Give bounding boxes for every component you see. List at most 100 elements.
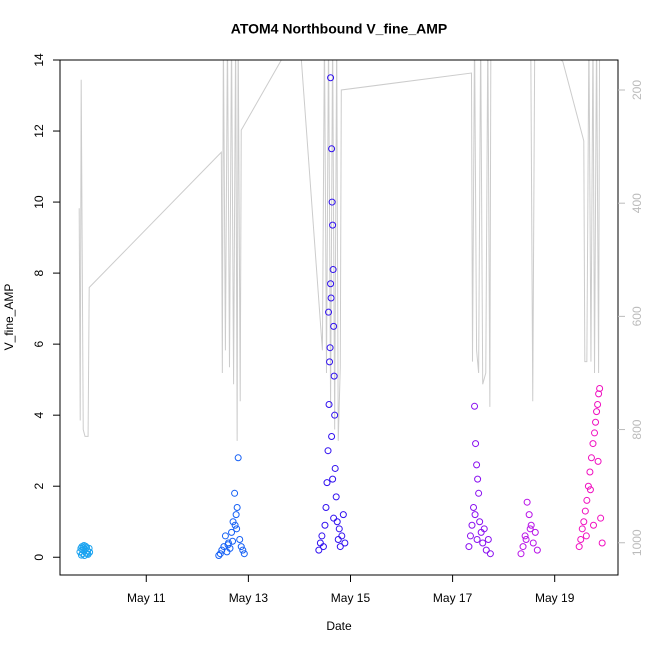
point <box>330 514 338 522</box>
point <box>589 440 597 448</box>
point <box>329 266 337 274</box>
point <box>523 498 531 506</box>
point <box>525 511 533 519</box>
point <box>533 546 541 554</box>
point <box>326 344 334 352</box>
point <box>330 322 338 330</box>
point <box>580 518 588 526</box>
point <box>479 539 487 547</box>
point <box>220 543 228 551</box>
point <box>224 541 232 549</box>
point <box>471 402 479 410</box>
point <box>575 543 583 551</box>
point <box>473 535 481 543</box>
point <box>233 504 241 512</box>
point <box>519 543 527 551</box>
point <box>581 507 589 515</box>
point <box>228 528 236 536</box>
x-tick-label: May 11 <box>127 591 166 605</box>
point <box>474 475 482 483</box>
point <box>593 408 601 416</box>
point <box>592 418 600 426</box>
point <box>471 511 479 519</box>
point <box>315 546 323 554</box>
point <box>521 532 529 540</box>
point <box>325 308 333 316</box>
point <box>240 550 248 558</box>
point <box>327 280 335 288</box>
point <box>595 390 603 398</box>
point <box>232 511 240 519</box>
point <box>482 546 490 554</box>
point <box>237 543 245 551</box>
point <box>321 521 329 529</box>
y2-tick-label: 400 <box>630 193 644 213</box>
point <box>577 535 585 543</box>
point <box>341 539 349 547</box>
y-tick-label: 2 <box>32 483 46 490</box>
point <box>336 543 344 551</box>
point <box>486 550 494 558</box>
point <box>527 521 535 529</box>
point <box>338 532 346 540</box>
point <box>229 518 237 526</box>
point <box>529 539 537 547</box>
plot-frame <box>59 59 619 576</box>
point <box>216 550 224 558</box>
x-tick-label: May 17 <box>433 591 473 605</box>
point <box>598 539 606 547</box>
point <box>591 429 599 437</box>
point <box>473 461 481 469</box>
point <box>229 537 237 545</box>
point <box>594 401 602 409</box>
point <box>324 447 332 455</box>
x-tick-label: May 13 <box>229 591 269 605</box>
point <box>475 489 483 497</box>
point <box>322 504 330 512</box>
point <box>330 372 338 380</box>
point <box>586 486 594 494</box>
point <box>329 221 337 229</box>
point <box>586 468 594 476</box>
point <box>331 411 339 419</box>
point <box>333 518 341 526</box>
point <box>476 518 484 526</box>
point <box>82 542 90 550</box>
y-tick-label: 10 <box>32 195 46 209</box>
point <box>79 544 87 552</box>
point <box>331 464 339 472</box>
point <box>470 504 478 512</box>
point <box>233 525 241 533</box>
point <box>522 535 530 543</box>
line-series <box>78 60 601 441</box>
point <box>221 532 229 540</box>
point <box>226 544 234 552</box>
point <box>594 457 602 465</box>
point <box>465 543 473 551</box>
point <box>472 440 480 448</box>
point <box>597 514 605 522</box>
y2-tick-label: 600 <box>630 306 644 326</box>
point <box>584 482 592 490</box>
point <box>589 521 597 529</box>
point <box>323 479 331 487</box>
y-tick-label: 4 <box>32 412 46 419</box>
point <box>526 525 534 533</box>
point <box>329 475 337 483</box>
y2-tick-label: 1000 <box>630 529 644 556</box>
point <box>215 551 223 559</box>
point <box>484 535 492 543</box>
point <box>480 525 488 533</box>
point <box>328 432 336 440</box>
point <box>326 358 334 366</box>
point <box>327 74 335 82</box>
point <box>327 294 335 302</box>
point <box>468 521 476 529</box>
y-tick-label: 6 <box>32 340 46 347</box>
y2-tick-label: 200 <box>630 80 644 100</box>
y-axis-label: V_fine_AMP <box>2 284 16 351</box>
y-tick-label: 8 <box>32 269 46 276</box>
point <box>231 521 239 529</box>
point <box>335 525 343 533</box>
